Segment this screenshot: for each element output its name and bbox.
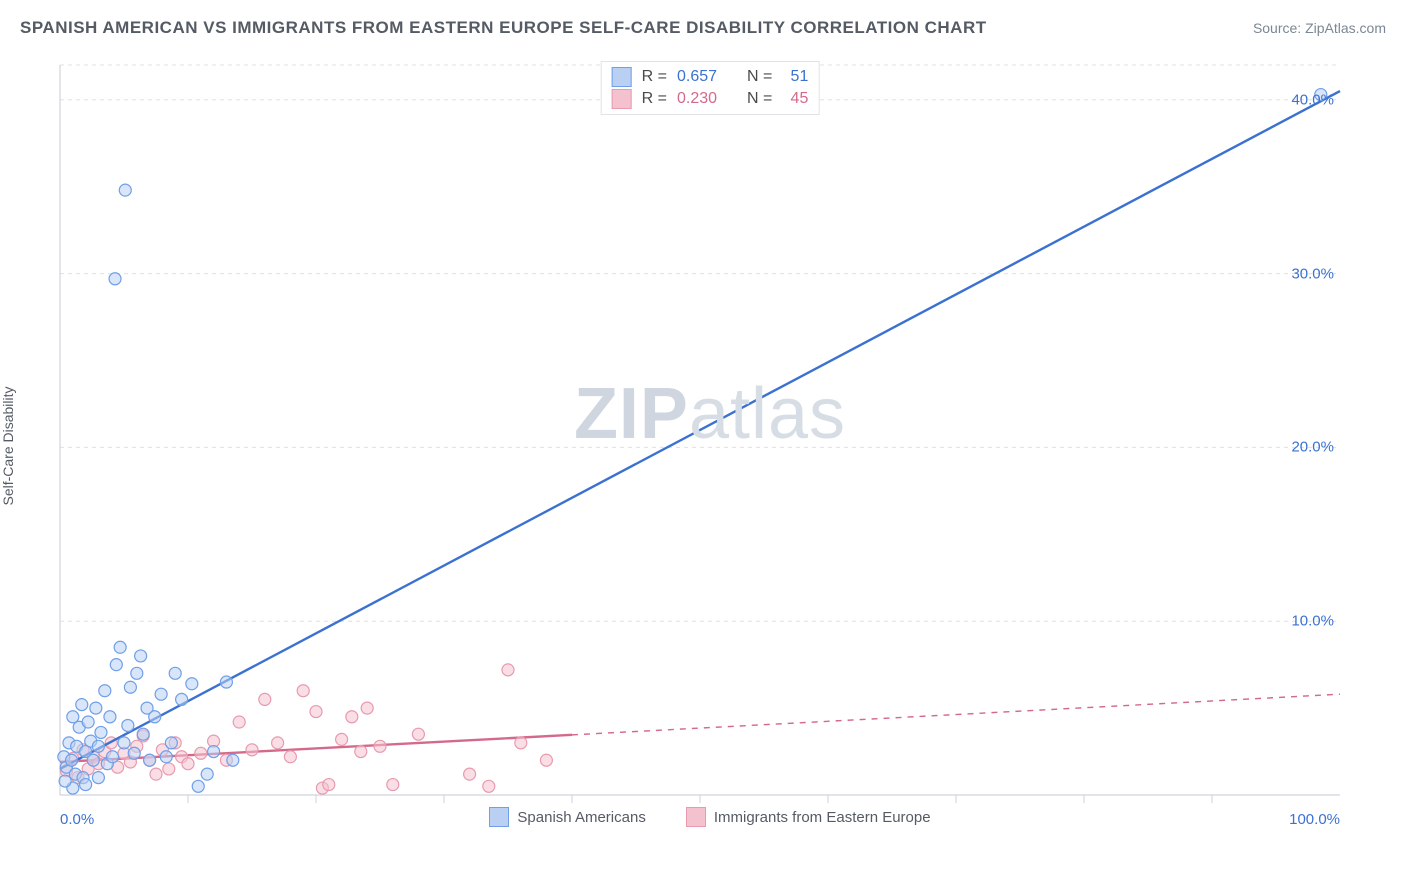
r-value-eastern: 0.230: [677, 90, 731, 108]
legend-row-spanish: R = 0.657 N = 51: [612, 66, 809, 88]
n-value-eastern: 45: [782, 90, 808, 108]
swatch-eastern: [612, 89, 632, 109]
swatch-icon: [489, 807, 509, 827]
y-tick-label: 20.0%: [1291, 439, 1334, 456]
correlation-legend: R = 0.657 N = 51 R = 0.230 N = 45: [601, 61, 820, 115]
r-value-spanish: 0.657: [677, 68, 731, 86]
legend-label-eastern: Immigrants from Eastern Europe: [714, 809, 931, 826]
chart-svg: [50, 55, 1370, 835]
legend-item-eastern: Immigrants from Eastern Europe: [686, 807, 931, 827]
source-label: Source: ZipAtlas.com: [1253, 20, 1386, 36]
series-legend: Spanish Americans Immigrants from Easter…: [50, 807, 1370, 827]
y-tick-label: 10.0%: [1291, 613, 1334, 630]
n-value-spanish: 51: [782, 68, 808, 86]
legend-row-eastern: R = 0.230 N = 45: [612, 88, 809, 110]
y-axis-label: Self-Care Disability: [0, 386, 16, 505]
swatch-icon: [686, 807, 706, 827]
legend-label-spanish: Spanish Americans: [517, 809, 645, 826]
chart-title: SPANISH AMERICAN VS IMMIGRANTS FROM EAST…: [20, 18, 987, 38]
y-tick-label: 30.0%: [1291, 265, 1334, 282]
legend-item-spanish: Spanish Americans: [489, 807, 645, 827]
y-tick-label: 40.0%: [1291, 91, 1334, 108]
swatch-spanish: [612, 67, 632, 87]
plot-area: ZIPatlas R = 0.657 N = 51 R = 0.230 N = …: [50, 55, 1370, 835]
